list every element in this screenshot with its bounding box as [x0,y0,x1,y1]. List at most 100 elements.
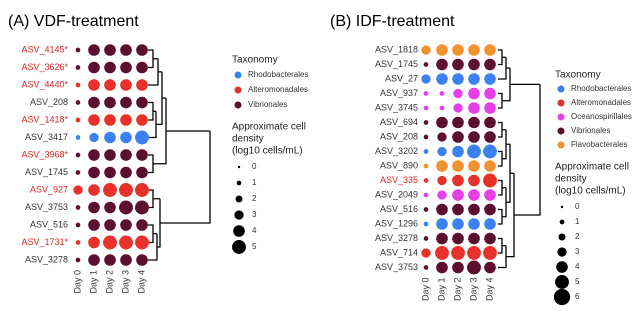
row-label: ASV_516 [30,219,68,229]
dot [103,183,117,197]
dot [120,131,132,144]
dot [423,149,429,154]
row-label: ASV_4440* [21,79,68,89]
legend-label: Vibrionales [571,126,610,135]
dot [120,254,132,266]
legend-label: Oceanospirillales [571,112,632,121]
dot [483,144,497,159]
size-legend-dot [233,225,245,237]
row-label: ASV_3626* [21,62,68,72]
dot [119,200,133,215]
size-legend-label: 2 [252,194,257,203]
dot [119,235,133,250]
dot [439,105,445,111]
dot [452,232,464,245]
dot [468,218,480,230]
dot [436,44,448,56]
legend-swatch [557,113,565,121]
row-label: ASV_694 [380,117,418,127]
dot [120,44,132,56]
x-tick-label: Day 1 [88,270,98,294]
dot [484,203,496,216]
dot [104,201,116,214]
row-label: ASV_3278 [375,233,418,243]
legend-label: Flavobacterales [571,140,627,149]
size-legend-title: Approximate cell [555,162,629,173]
legend-label: Rhodobacterales [248,70,308,79]
x-tick-label: Day 2 [104,270,114,294]
dot [484,218,496,230]
dot [468,102,480,114]
legend-swatch [557,127,565,135]
row-label: ASV_927 [30,184,68,194]
size-legend-title: (log10 cells/mL) [555,186,626,197]
x-tick-label: Day 1 [436,278,446,302]
dot [468,73,480,85]
dendrogram [498,49,541,269]
dot [436,232,448,245]
legend-label: Rhodobacterales [571,84,631,93]
size-legend-label: 1 [252,178,257,187]
dot [437,190,447,200]
size-legend-dot [236,180,242,186]
row-label: ASV_890 [380,160,418,170]
dot [120,114,132,126]
row-label: ASV_1745 [25,167,68,177]
dot [468,44,480,56]
size-legend-dot [234,210,244,220]
dot [423,105,429,111]
dot [468,203,480,216]
legend-swatch [234,71,242,79]
dot [423,236,429,241]
dot [75,170,81,175]
dot [88,96,100,109]
dot [136,79,148,91]
dot [88,219,100,231]
row-label: ASV_208 [30,97,68,107]
legend-title: Taxonomy [232,55,278,66]
dot [484,58,496,71]
dot [437,175,447,186]
dot [104,131,116,144]
legend-swatch [557,99,565,107]
row-label: ASV_3753 [25,202,68,212]
dot [423,62,429,67]
dot [75,100,81,105]
dot [136,219,148,231]
dot [436,261,448,274]
dot [88,149,100,161]
legend-label: Alteromonadales [248,85,308,94]
dot [468,131,480,143]
size-legend-label: 4 [575,262,580,271]
dot [436,160,448,172]
dot [88,61,100,74]
size-legend-dot [555,275,569,289]
dot [135,235,149,250]
dot [88,44,100,56]
dot [104,96,116,109]
size-legend-label: 4 [252,226,257,235]
dot [468,232,480,245]
dot [136,96,148,109]
dot [452,203,464,216]
size-legend-title: Approximate cell [232,122,306,133]
dot [468,160,480,172]
dot [75,65,81,70]
dot [75,82,81,88]
dot [452,174,464,187]
size-legend-dot [557,247,567,257]
row-label: ASV_3278 [25,254,68,264]
dot [452,131,464,143]
legend-swatch [557,85,565,93]
dot [104,254,116,266]
dot [468,116,480,129]
dot [136,166,148,179]
size-legend-dot [558,233,566,241]
legend-swatch [234,86,242,94]
dot [452,73,464,85]
dot [435,246,449,260]
dot [484,189,496,201]
dot [452,261,464,274]
row-label: ASV_516 [380,204,418,214]
dot [75,152,81,158]
